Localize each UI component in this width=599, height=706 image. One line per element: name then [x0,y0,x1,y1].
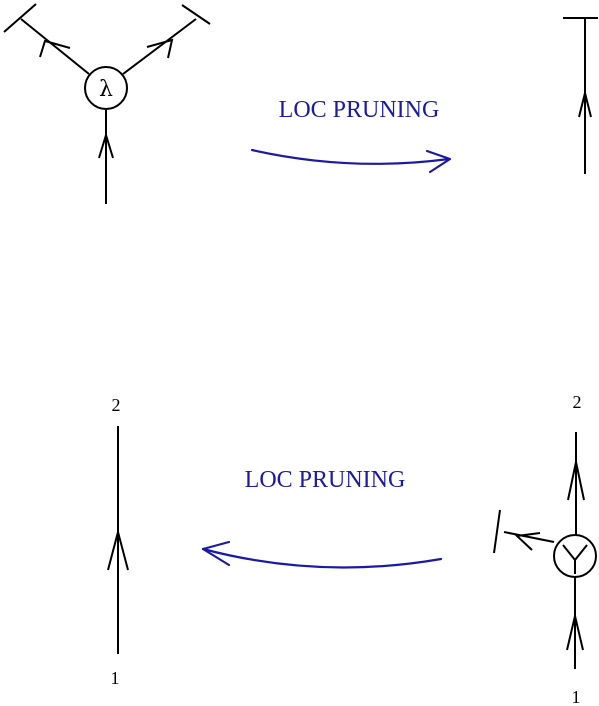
top-left-branch-right-terminal [181,4,211,25]
top-left-branch-left-terminal [3,3,37,33]
top-pruning-arrow-head [425,149,452,174]
bottom-left-propagator: 2 1 [107,395,129,688]
top-left-branch-right [122,18,197,75]
bottom-pruning-arrow-head [201,540,231,567]
bottom-pruning-label: LOC PRUNING [245,467,406,493]
bottom-right-side-terminal [493,509,501,554]
top-left-incoming-arrow [98,131,114,159]
bottom-right-side-arrow [514,532,541,551]
bottom-left-arrow [107,528,129,571]
bottom-right-bottom-label: 1 [572,687,581,706]
bottom-right-top-label: 2 [573,392,582,412]
top-left-vertex-graph: λ [3,3,211,204]
top-left-branch-right-arrow [146,38,174,59]
bottom-left-bottom-label: 1 [111,668,120,688]
bottom-pruning-arrow [201,540,443,569]
top-pruning-arrow [250,148,452,174]
lambda-vertex-label: λ [99,77,113,102]
bottom-right-incoming-arrow [566,615,584,651]
lambda-vertex-circle [84,66,128,110]
top-pruning-label: LOC PRUNING [279,97,440,123]
bottom-pruning-arrow-curve [201,547,443,569]
top-left-branch-left [20,18,90,75]
top-left-branch-left-arrow [39,39,71,58]
bottom-right-vertex-symbol [562,544,588,574]
top-right-arrow [578,92,592,118]
bottom-right-vertex-graph: 2 1 [493,392,597,706]
top-right-pruned-graph [563,17,598,174]
top-pruning-arrow-curve [250,148,451,165]
bottom-right-side-branch [503,531,555,543]
bottom-right-outgoing-arrow [567,461,585,501]
bottom-left-top-label: 2 [112,395,121,415]
